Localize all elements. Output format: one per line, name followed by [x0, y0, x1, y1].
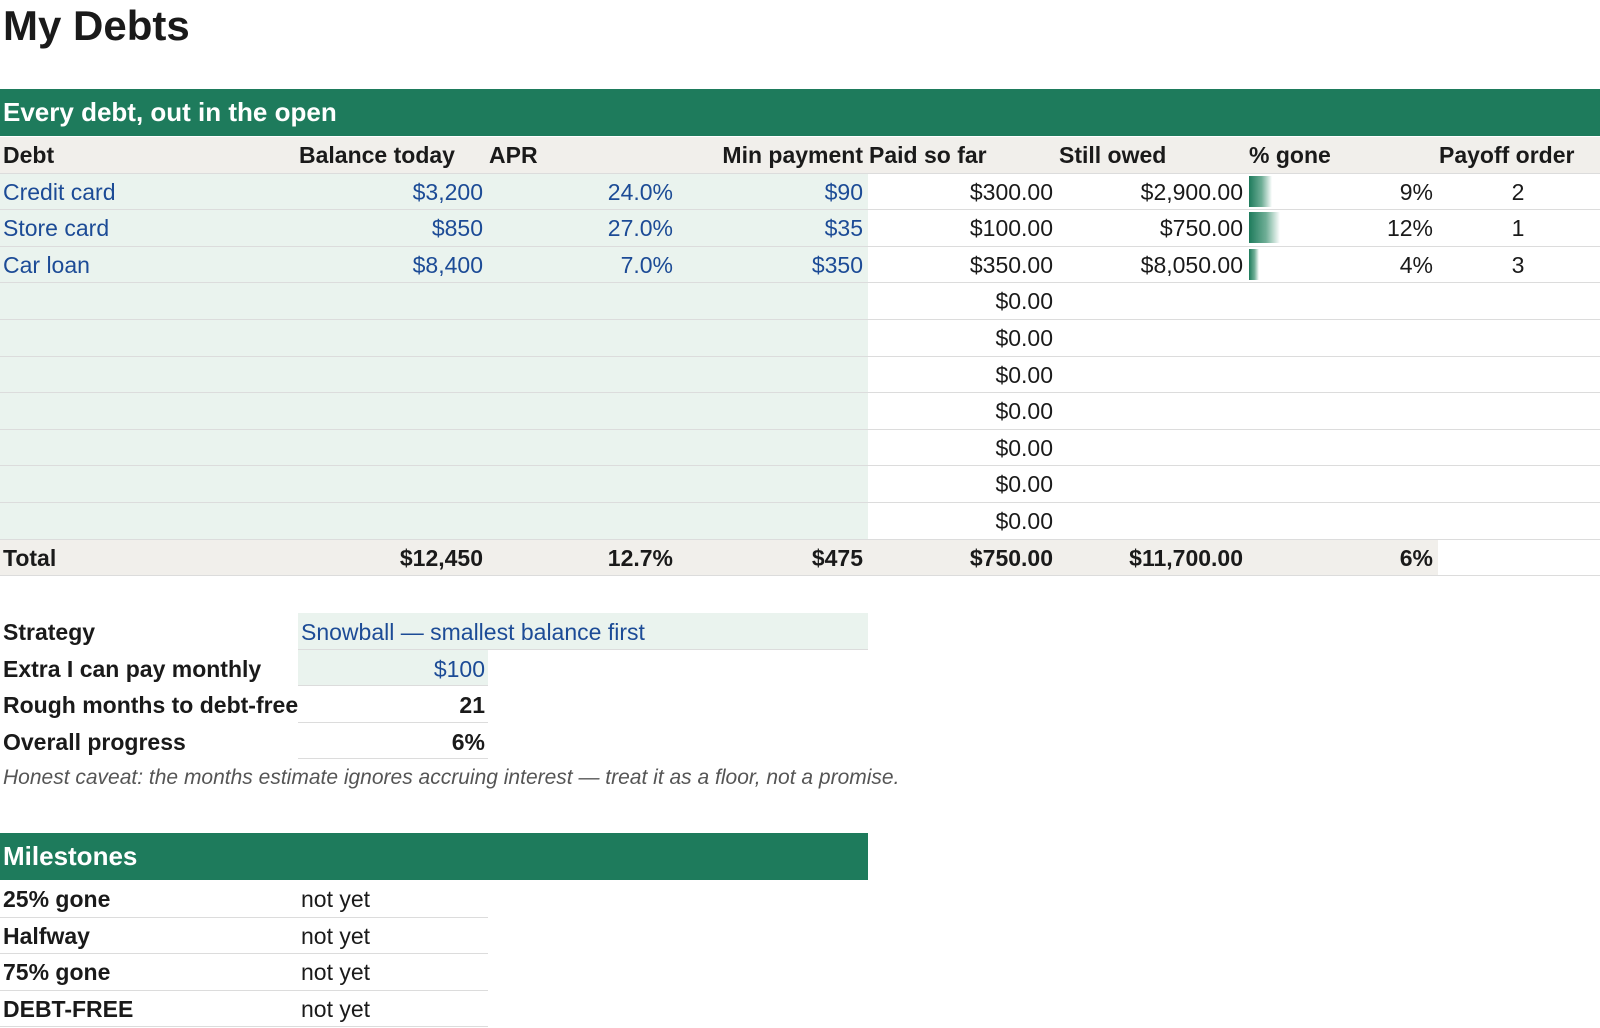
col-header-debt[interactable]: Debt — [3, 142, 55, 168]
empty-input-cell[interactable] — [0, 430, 296, 466]
milestone-label[interactable]: 75% gone — [3, 959, 111, 986]
paid-cell[interactable]: $100.00 — [969, 215, 1053, 242]
min-payment-cell[interactable]: $90 — [824, 178, 863, 205]
months-value[interactable]: 21 — [298, 686, 488, 723]
table-row-empty: $0.00 — [0, 466, 1600, 503]
empty-input-cell[interactable] — [0, 357, 296, 393]
owed-cell[interactable]: $8,050.00 — [1140, 251, 1243, 278]
paid-cell[interactable]: $0.00 — [995, 324, 1053, 351]
milestone-status[interactable]: not yet — [301, 922, 371, 949]
months-label: Rough months to debt-free — [3, 692, 298, 719]
total-balance[interactable]: $12,450 — [399, 544, 483, 571]
milestone-label[interactable]: Halfway — [3, 922, 90, 949]
section-header-milestones: Milestones — [0, 833, 868, 880]
summary-section: Strategy Snowball — smallest balance fir… — [0, 613, 868, 760]
owed-cell[interactable]: $750.00 — [1159, 215, 1243, 242]
paid-cell[interactable]: $0.00 — [995, 471, 1053, 498]
apr-cell[interactable]: 27.0% — [607, 215, 673, 242]
table-row: Store card $850 27.0% $35 $100.00 $750.0… — [0, 210, 1600, 247]
col-header-min-payment[interactable]: Min payment — [722, 142, 863, 168]
total-min-payment[interactable]: $475 — [811, 544, 863, 571]
summary-row-strategy: Strategy Snowball — smallest balance fir… — [0, 613, 868, 650]
paid-cell[interactable]: $300.00 — [969, 178, 1053, 205]
apr-cell[interactable]: 24.0% — [607, 178, 673, 205]
col-header-balance[interactable]: Balance today — [299, 142, 455, 168]
balance-cell[interactable]: $850 — [431, 215, 483, 242]
gone-cell[interactable]: 12% — [1386, 215, 1433, 242]
debt-name-cell[interactable]: Car loan — [3, 251, 90, 278]
owed-cell[interactable]: $2,900.00 — [1140, 178, 1243, 205]
apr-cell[interactable]: 7.0% — [620, 251, 673, 278]
summary-row-progress: Overall progress 6% — [0, 723, 868, 760]
page-title: My Debts — [3, 2, 190, 49]
payoff-order-cell[interactable]: 3 — [1511, 251, 1525, 278]
table-row-empty: $0.00 — [0, 393, 1600, 430]
progress-bar — [1249, 212, 1280, 244]
col-header-gone[interactable]: % gone — [1249, 142, 1331, 168]
paid-cell[interactable]: $350.00 — [969, 251, 1053, 278]
min-payment-cell[interactable]: $350 — [811, 251, 863, 278]
table-row-empty: $0.00 — [0, 502, 1600, 540]
paid-cell[interactable]: $0.00 — [995, 398, 1053, 425]
milestone-row: Halfway not yet — [0, 918, 488, 955]
progress-bar — [1249, 175, 1272, 207]
gone-cell[interactable]: 9% — [1399, 178, 1433, 205]
table-row-empty: $0.00 — [0, 283, 1600, 320]
milestone-label[interactable]: 25% gone — [3, 886, 111, 912]
col-header-owed[interactable]: Still owed — [1059, 142, 1167, 168]
section-header-debts: Every debt, out in the open — [0, 89, 1600, 136]
balance-cell[interactable]: $3,200 — [412, 178, 483, 205]
strategy-select[interactable]: Snowball — smallest balance first — [298, 613, 868, 650]
col-header-payoff-order[interactable]: Payoff order — [1439, 142, 1575, 168]
milestone-label[interactable]: DEBT-FREE — [3, 995, 134, 1022]
strategy-label: Strategy — [3, 619, 96, 645]
total-label[interactable]: Total — [3, 544, 57, 571]
summary-row-months: Rough months to debt-free 21 — [0, 686, 868, 723]
milestone-status[interactable]: not yet — [301, 886, 371, 912]
total-row: Total $12,450 12.7% $475 $750.00 $11,700… — [0, 539, 1600, 577]
col-header-paid[interactable]: Paid so far — [869, 142, 987, 168]
milestone-row: 25% gone not yet — [0, 881, 488, 918]
extra-label: Extra I can pay monthly — [3, 655, 262, 682]
milestone-status[interactable]: not yet — [301, 959, 371, 986]
caveat-note: Honest caveat: the months estimate ignor… — [3, 766, 900, 789]
debt-name-cell[interactable]: Store card — [3, 215, 110, 242]
total-gone[interactable]: 6% — [1399, 544, 1433, 571]
total-paid[interactable]: $750.00 — [969, 544, 1053, 571]
empty-input-cell[interactable] — [0, 466, 296, 502]
payoff-order-cell[interactable]: 1 — [1511, 215, 1525, 242]
payoff-order-cell[interactable]: 2 — [1511, 178, 1525, 205]
balance-cell[interactable]: $8,400 — [412, 251, 483, 278]
gone-cell[interactable]: 4% — [1399, 251, 1433, 278]
summary-row-extra: Extra I can pay monthly $100 — [0, 649, 868, 687]
milestone-row: DEBT-FREE not yet — [0, 991, 488, 1028]
total-owed[interactable]: $11,700.00 — [1129, 544, 1243, 571]
empty-input-cell[interactable] — [0, 503, 296, 539]
paid-cell[interactable]: $0.00 — [995, 361, 1053, 388]
milestone-status[interactable]: not yet — [301, 995, 371, 1022]
debts-table: Debt Balance today APR Min payment Paid … — [0, 137, 1600, 577]
table-row: Car loan $8,400 7.0% $350 $350.00 $8,050… — [0, 246, 1600, 284]
col-header-apr[interactable]: APR — [489, 142, 538, 168]
table-row-empty: $0.00 — [0, 319, 1600, 357]
paid-cell[interactable]: $0.00 — [995, 507, 1053, 534]
empty-input-cell[interactable] — [0, 320, 296, 356]
empty-input-cell[interactable] — [0, 393, 296, 429]
table-row: Credit card $3,200 24.0% $90 $300.00 $2,… — [0, 173, 1600, 211]
debt-name-cell[interactable]: Credit card — [3, 178, 116, 205]
progress-bar — [1249, 248, 1259, 280]
paid-cell[interactable]: $0.00 — [995, 288, 1053, 315]
progress-label: Overall progress — [3, 728, 186, 755]
empty-input-cell[interactable] — [0, 283, 296, 319]
paid-cell[interactable]: $0.00 — [995, 434, 1053, 461]
table-row-empty: $0.00 — [0, 356, 1600, 394]
milestones-table: 25% gone not yet Halfway not yet 75% gon… — [0, 881, 488, 1028]
table-header-row: Debt Balance today APR Min payment Paid … — [0, 137, 1600, 174]
milestone-row: 75% gone not yet — [0, 954, 488, 991]
table-row-empty: $0.00 — [0, 429, 1600, 467]
total-apr[interactable]: 12.7% — [607, 544, 673, 571]
extra-input[interactable]: $100 — [298, 649, 488, 687]
min-payment-cell[interactable]: $35 — [824, 215, 863, 242]
progress-value[interactable]: 6% — [298, 723, 488, 760]
